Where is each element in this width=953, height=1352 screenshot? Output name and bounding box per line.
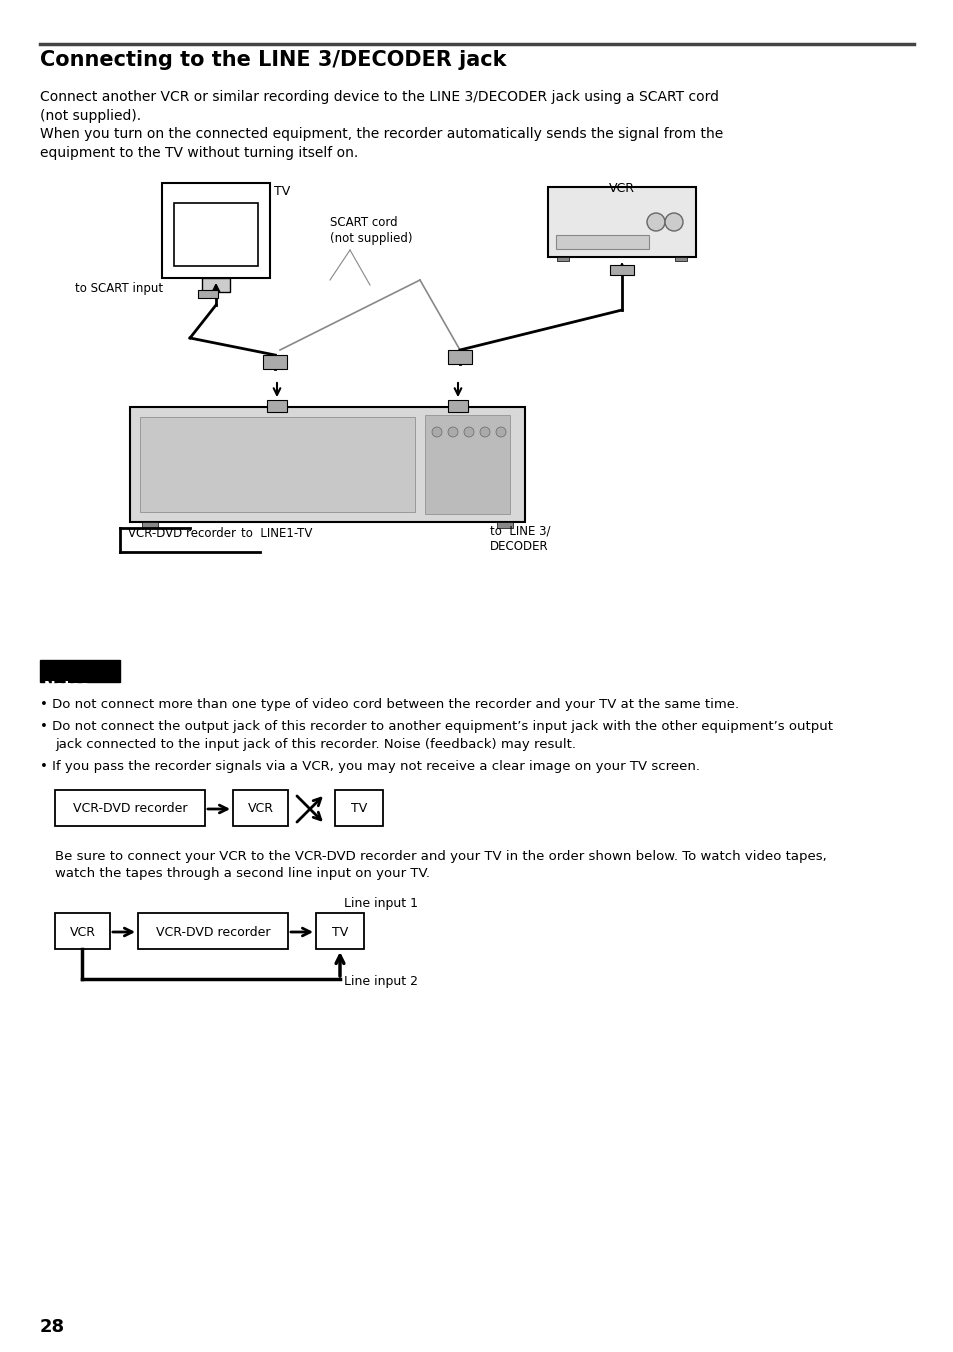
- Bar: [497, 522, 513, 529]
- Text: VCR-DVD recorder: VCR-DVD recorder: [128, 527, 235, 539]
- Bar: [675, 257, 686, 261]
- Circle shape: [448, 427, 457, 437]
- Bar: [233, 790, 288, 826]
- Text: to SCART input: to SCART input: [75, 283, 163, 295]
- Bar: [142, 522, 158, 529]
- Bar: [424, 415, 510, 514]
- Text: When you turn on the connected equipment, the recorder automatically sends the s: When you turn on the connected equipment…: [40, 127, 722, 160]
- Text: VCR-DVD recorder: VCR-DVD recorder: [72, 803, 187, 815]
- Text: VCR: VCR: [70, 926, 95, 938]
- Circle shape: [432, 427, 441, 437]
- Circle shape: [664, 214, 682, 231]
- Circle shape: [496, 427, 505, 437]
- Bar: [140, 416, 415, 512]
- Text: Notes: Notes: [44, 680, 90, 694]
- Bar: [173, 203, 257, 266]
- Bar: [556, 235, 648, 249]
- Text: jack connected to the input jack of this recorder. Noise (feedback) may result.: jack connected to the input jack of this…: [55, 738, 576, 750]
- Bar: [162, 183, 270, 279]
- Bar: [55, 790, 205, 826]
- Text: to  LINE1-TV: to LINE1-TV: [241, 527, 313, 539]
- Text: to  LINE 3/
DECODER: to LINE 3/ DECODER: [490, 525, 550, 553]
- Text: Line input 1: Line input 1: [344, 896, 417, 910]
- Bar: [547, 187, 696, 257]
- Bar: [448, 400, 468, 412]
- Text: TV: TV: [332, 926, 348, 938]
- Text: Line input 2: Line input 2: [344, 975, 417, 988]
- Text: VCR-DVD recorder: VCR-DVD recorder: [155, 926, 270, 938]
- Bar: [315, 913, 364, 949]
- Bar: [198, 289, 218, 297]
- Bar: [267, 400, 287, 412]
- Bar: [40, 660, 120, 681]
- Text: Connecting to the LINE 3/DECODER jack: Connecting to the LINE 3/DECODER jack: [40, 50, 506, 70]
- Bar: [448, 350, 472, 364]
- Text: 28: 28: [40, 1318, 65, 1336]
- Text: • Do not connect more than one type of video cord between the recorder and your : • Do not connect more than one type of v…: [40, 698, 739, 711]
- Bar: [557, 257, 568, 261]
- Text: Connect another VCR or similar recording device to the LINE 3/DECODER jack using: Connect another VCR or similar recording…: [40, 91, 719, 123]
- Text: SCART cord
(not supplied): SCART cord (not supplied): [330, 216, 412, 245]
- Bar: [130, 407, 524, 522]
- Circle shape: [646, 214, 664, 231]
- Text: VCR: VCR: [608, 183, 635, 195]
- Bar: [138, 913, 288, 949]
- Circle shape: [479, 427, 490, 437]
- Bar: [335, 790, 382, 826]
- Circle shape: [463, 427, 474, 437]
- Bar: [202, 279, 230, 292]
- Bar: [609, 265, 634, 274]
- Text: TV: TV: [274, 185, 290, 197]
- Bar: [55, 913, 110, 949]
- Text: Be sure to connect your VCR to the VCR-DVD recorder and your TV in the order sho: Be sure to connect your VCR to the VCR-D…: [55, 850, 826, 880]
- Text: • If you pass the recorder signals via a VCR, you may not receive a clear image : • If you pass the recorder signals via a…: [40, 760, 700, 773]
- Bar: [263, 356, 287, 369]
- Text: • Do not connect the output jack of this recorder to another equipment’s input j: • Do not connect the output jack of this…: [40, 721, 832, 733]
- Text: VCR: VCR: [247, 803, 274, 815]
- Text: TV: TV: [351, 803, 367, 815]
